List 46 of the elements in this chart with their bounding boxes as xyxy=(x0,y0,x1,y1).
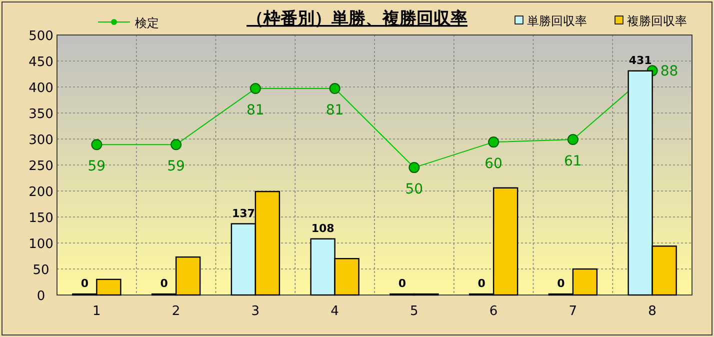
point xyxy=(91,139,102,150)
data-label: 108 xyxy=(311,222,334,235)
data-label: 59 xyxy=(88,158,106,175)
x-tick-label: 3 xyxy=(251,304,260,319)
point xyxy=(408,162,420,174)
data-label: 61 xyxy=(564,154,582,170)
x-tick-label: 6 xyxy=(489,304,498,319)
data-label: 81 xyxy=(246,102,264,119)
y-tick-label: 400 xyxy=(28,81,54,96)
data-label: 0 xyxy=(478,277,486,290)
point xyxy=(329,83,340,94)
data-label: 137 xyxy=(232,206,255,220)
data-label: 60 xyxy=(484,156,502,172)
y-tick-label: 0 xyxy=(36,289,46,304)
y-tick-label: 500 xyxy=(28,29,54,44)
y-tick-label: 250 xyxy=(28,159,54,174)
data-label: 431 xyxy=(628,54,652,67)
data-label: 59 xyxy=(167,158,185,175)
y-tick-label: 300 xyxy=(28,133,54,148)
x-tick-label: 7 xyxy=(568,304,578,319)
y-tick-label: 100 xyxy=(28,237,54,252)
chart-title: （枠番別）単勝、複勝回収率 xyxy=(246,9,468,29)
legend-label: 単勝回収率 xyxy=(527,14,587,28)
point xyxy=(488,136,500,148)
data-label: 0 xyxy=(557,277,566,290)
x-tick-label: 8 xyxy=(648,304,656,319)
x-tick-label: 2 xyxy=(172,304,180,319)
legend-label: 検定 xyxy=(135,16,159,30)
point xyxy=(567,134,578,146)
y-tick-label: 350 xyxy=(28,107,54,122)
y-tick-label: 50 xyxy=(32,263,50,278)
data-label: 0 xyxy=(160,277,168,290)
point xyxy=(250,83,261,94)
data-label: 0 xyxy=(80,277,89,290)
x-tick-label: 4 xyxy=(330,304,339,319)
data-label: 0 xyxy=(398,277,406,290)
data-label: 81 xyxy=(326,102,344,119)
data-label: 50 xyxy=(405,182,424,198)
data-label: 88 xyxy=(660,64,678,80)
y-tick-label: 150 xyxy=(28,211,54,226)
y-tick-label: 450 xyxy=(28,55,54,70)
x-tick-label: 5 xyxy=(410,304,418,319)
legend-label: 複勝回収率 xyxy=(627,14,687,28)
y-tick-label: 200 xyxy=(28,185,54,200)
point xyxy=(170,139,182,150)
x-tick-label: 1 xyxy=(92,304,101,319)
